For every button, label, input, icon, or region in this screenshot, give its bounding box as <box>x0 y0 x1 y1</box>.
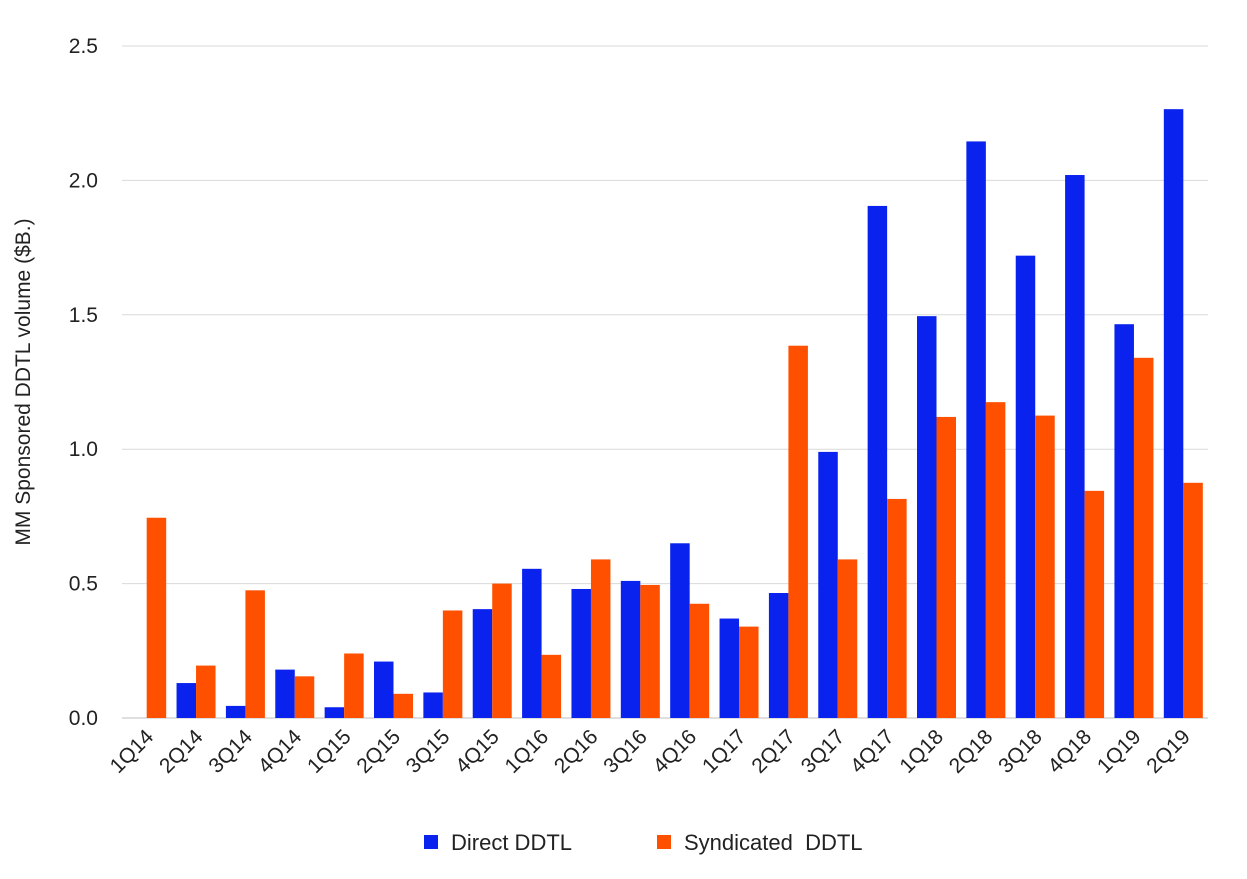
x-tick-label: 3Q17 <box>797 725 850 778</box>
x-tick-label: 2Q14 <box>155 725 208 778</box>
bar-direct-2Q15 <box>374 661 394 718</box>
bar-syndicated-4Q18 <box>1084 490 1105 718</box>
x-tick-label: 1Q19 <box>1093 725 1146 778</box>
bar-direct-4Q14 <box>275 669 295 718</box>
bar-direct-4Q18 <box>1065 175 1085 719</box>
y-tick-label: 0.0 <box>69 707 98 730</box>
x-tick-label: 3Q14 <box>204 725 257 778</box>
x-tick-label: 1Q16 <box>501 725 554 778</box>
x-tick-label: 1Q17 <box>698 725 751 778</box>
y-tick-label: 0.5 <box>69 573 98 596</box>
bar-direct-3Q15 <box>423 692 443 718</box>
bar-direct-1Q16 <box>522 568 542 718</box>
bar-syndicated-2Q17 <box>788 345 808 718</box>
bar-direct-2Q17 <box>768 593 789 718</box>
x-tick-label: 1Q18 <box>895 725 948 778</box>
x-tick-label: 3Q15 <box>402 725 455 778</box>
x-tick-label: 2Q17 <box>747 725 800 778</box>
bar-direct-2Q14 <box>176 683 197 718</box>
x-tick-label: 4Q18 <box>1044 725 1097 778</box>
bar-syndicated-1Q19 <box>1133 357 1154 718</box>
bar-syndicated-3Q18 <box>1035 415 1055 718</box>
legend: Direct DDTL Syndicated DDTL <box>424 830 863 855</box>
y-tick-label: 2.0 <box>69 169 98 192</box>
x-tick-label: 3Q16 <box>599 725 652 778</box>
bar-syndicated-1Q15 <box>344 653 364 718</box>
x-tick-label: 3Q18 <box>994 725 1047 778</box>
bar-syndicated-3Q17 <box>837 559 858 718</box>
x-tick-label: 4Q14 <box>254 725 307 778</box>
x-tick-label: 4Q17 <box>846 725 899 778</box>
x-tick-label: 2Q16 <box>550 725 603 778</box>
x-axis-ticks: 1Q142Q143Q144Q141Q152Q153Q154Q151Q162Q16… <box>106 725 1195 778</box>
y-axis-label: MM Sponsored DDTL volume ($B.) <box>12 218 35 545</box>
bar-syndicated-1Q17 <box>739 626 759 718</box>
bar-syndicated-2Q16 <box>590 559 611 718</box>
bar-direct-2Q19 <box>1163 109 1184 719</box>
legend-label-syndicated: Syndicated DDTL <box>684 830 863 855</box>
bar-direct-3Q16 <box>620 580 641 718</box>
y-tick-label: 1.0 <box>69 438 98 461</box>
bar-direct-3Q17 <box>818 451 838 718</box>
y-tick-label: 2.5 <box>69 35 98 58</box>
legend-swatch-direct <box>424 835 438 849</box>
y-tick-label: 1.5 <box>69 304 98 327</box>
bar-direct-4Q16 <box>670 543 690 718</box>
bar-syndicated-2Q19 <box>1183 482 1203 718</box>
bar-direct-1Q15 <box>324 707 345 718</box>
bar-direct-4Q17 <box>867 205 888 718</box>
bar-direct-1Q17 <box>719 618 740 718</box>
x-tick-label: 2Q15 <box>352 725 405 778</box>
bar-direct-1Q19 <box>1114 324 1134 718</box>
bars <box>146 109 1203 719</box>
bar-syndicated-4Q16 <box>689 603 710 718</box>
bar-direct-2Q18 <box>966 141 986 718</box>
bar-direct-4Q15 <box>472 609 493 718</box>
bar-syndicated-4Q15 <box>492 583 512 718</box>
bar-syndicated-2Q14 <box>196 665 216 718</box>
bar-syndicated-3Q15 <box>442 610 463 718</box>
bar-direct-3Q14 <box>225 705 246 718</box>
y-axis-ticks: 0.0 0.5 1.0 1.5 2.0 2.5 <box>69 35 98 730</box>
x-tick-label: 1Q15 <box>303 725 356 778</box>
bar-direct-1Q18 <box>917 316 937 718</box>
x-tick-label: 2Q19 <box>1142 725 1195 778</box>
legend-label-direct: Direct DDTL <box>451 830 572 855</box>
legend-swatch-syndicated <box>657 835 671 849</box>
bar-direct-3Q18 <box>1015 255 1036 718</box>
bar-syndicated-1Q18 <box>936 416 956 718</box>
bar-syndicated-1Q14 <box>146 517 167 718</box>
bar-syndicated-4Q14 <box>294 676 315 718</box>
x-tick-label: 2Q18 <box>945 725 998 778</box>
bar-direct-2Q16 <box>571 588 591 718</box>
bar-syndicated-2Q18 <box>985 402 1006 718</box>
bar-syndicated-3Q14 <box>245 590 265 718</box>
bar-syndicated-4Q17 <box>887 498 907 718</box>
bar-syndicated-2Q15 <box>393 693 413 718</box>
bar-syndicated-3Q16 <box>640 584 660 718</box>
x-tick-label: 1Q14 <box>106 725 159 778</box>
x-tick-label: 4Q15 <box>451 725 504 778</box>
x-tick-label: 4Q16 <box>649 725 702 778</box>
bar-syndicated-1Q16 <box>541 654 562 718</box>
